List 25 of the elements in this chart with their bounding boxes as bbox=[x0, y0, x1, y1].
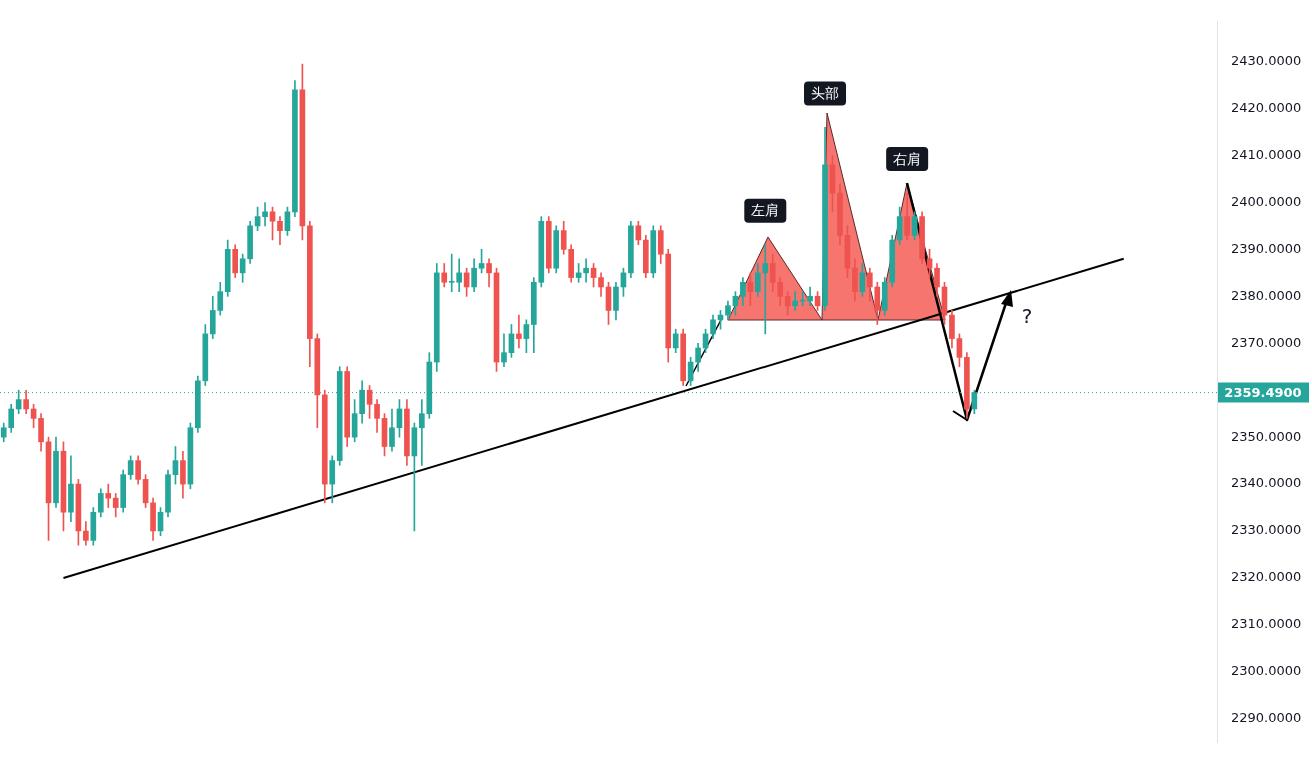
y-tick-label: 2330.0000 bbox=[1231, 522, 1302, 538]
annotation: ? bbox=[1021, 304, 1033, 329]
y-tick-label: 2310.0000 bbox=[1231, 616, 1302, 632]
y-tick-label: 2290.0000 bbox=[1231, 710, 1302, 726]
y-tick-label: 2390.0000 bbox=[1231, 240, 1302, 256]
candlestick bbox=[262, 202, 268, 227]
y-tick-label: 2380.0000 bbox=[1231, 287, 1302, 303]
y-tick-label: 2410.0000 bbox=[1231, 146, 1302, 162]
ref-line-label: 2359.4900 bbox=[1224, 384, 1302, 400]
y-tick-label: 2340.0000 bbox=[1231, 475, 1302, 491]
y-tick-label: 2320.0000 bbox=[1231, 569, 1302, 585]
candlestick bbox=[105, 483, 112, 508]
y-tick-label: 2300.0000 bbox=[1231, 663, 1302, 679]
candlestick bbox=[792, 291, 798, 311]
candlestick bbox=[516, 314, 522, 349]
annotation: 头部 bbox=[811, 85, 840, 102]
candlestick bbox=[762, 244, 769, 335]
y-tick-label: 2370.0000 bbox=[1231, 334, 1302, 350]
y-tick-label: 2400.0000 bbox=[1231, 193, 1302, 209]
y-tick-label: 2430.0000 bbox=[1231, 53, 1302, 69]
annotation: 左肩 bbox=[751, 202, 780, 219]
candlestick bbox=[583, 258, 589, 283]
y-tick-label: 2420.0000 bbox=[1231, 100, 1302, 115]
annotation: 右肩 bbox=[893, 150, 922, 167]
y-tick-label: 2350.0000 bbox=[1231, 428, 1302, 444]
